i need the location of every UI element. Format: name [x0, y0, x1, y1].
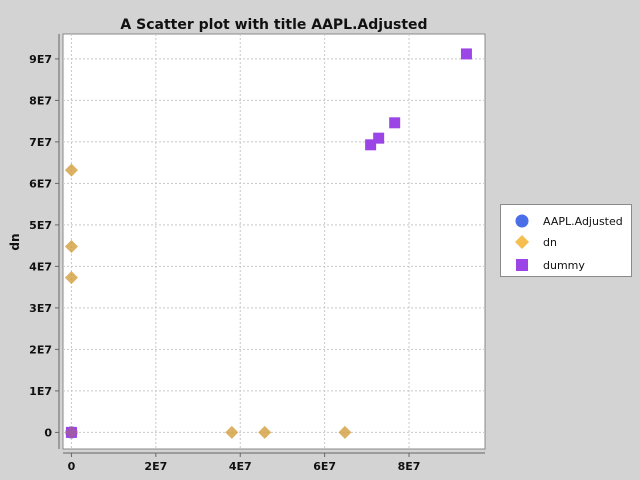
x-tick-label: 2E7	[144, 460, 167, 473]
x-tick-label: 4E7	[229, 460, 252, 473]
legend-diamond-marker	[514, 234, 530, 250]
y-tick-label: 3E7	[29, 302, 52, 315]
gridlines	[63, 34, 485, 449]
y-tick-label: 1E7	[29, 385, 52, 398]
data-point-overlay	[64, 239, 78, 253]
data-point-dummy	[65, 426, 77, 438]
data-point-overlay	[64, 425, 78, 439]
legend-label: dummy	[543, 258, 585, 272]
data-point-dummy	[460, 48, 472, 60]
data-point-overlay	[338, 425, 352, 439]
x-tick-label: 6E7	[313, 460, 336, 473]
data-point-dn	[64, 163, 78, 177]
y-tick-label: 9E7	[29, 53, 52, 66]
data-point-dn	[225, 425, 239, 439]
legend-label: AAPL.Adjusted	[543, 214, 623, 228]
data-point-dn	[258, 425, 272, 439]
legend-square-marker	[514, 257, 530, 273]
legend-label: dn	[543, 235, 557, 249]
data-point-dn	[64, 271, 78, 285]
data-point-dn	[64, 239, 78, 253]
y-tick-label: 7E7	[29, 136, 52, 149]
y-tick-label: 6E7	[29, 177, 52, 190]
y-tick-label: 5E7	[29, 219, 52, 232]
data-point-overlay	[64, 163, 78, 177]
y-tick-label: 2E7	[29, 343, 52, 356]
y-tick-label: 0	[44, 426, 52, 439]
data-point-overlay	[225, 425, 239, 439]
x-tick-label: 8E7	[398, 460, 421, 473]
plot-area	[62, 33, 486, 450]
legend-item-aapl-adjusted[interactable]: AAPL.Adjusted	[501, 211, 623, 231]
legend-item-dn[interactable]: dn	[501, 232, 557, 252]
y-tick-label: 4E7	[29, 260, 52, 273]
chart-title: A Scatter plot with title AAPL.Adjusted	[120, 17, 427, 33]
legend: AAPL.Adjusted dn dummy	[500, 204, 632, 277]
data-point-overlay	[64, 271, 78, 285]
data-point-dummy	[365, 139, 377, 151]
data-point-dn	[338, 425, 352, 439]
y-tick-label: 8E7	[29, 94, 52, 107]
x-tick-label: 0	[68, 460, 76, 473]
axes: 0 2E7 4E7 6E7 8E7 0 1E7 2E7 3E7 4E7 5E7 6E7 7E7 8E7 9E…	[29, 34, 485, 473]
y-axis-label: dn	[8, 233, 22, 250]
data-point-dummy	[373, 132, 385, 144]
data-point-dummy	[389, 117, 401, 129]
data-point-overlay	[258, 425, 272, 439]
legend-item-dummy[interactable]: dummy	[501, 255, 585, 275]
legend-circle-marker	[514, 213, 530, 229]
data-points	[64, 48, 472, 439]
